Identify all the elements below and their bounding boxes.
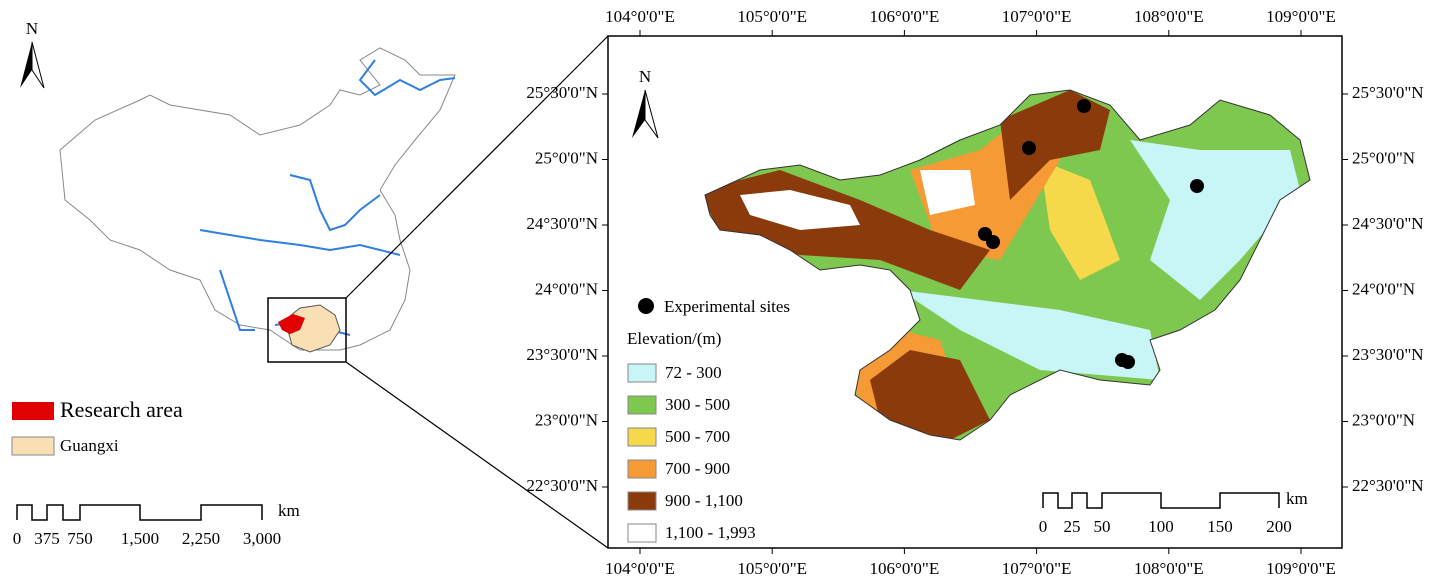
legend-label: Guangxi (60, 436, 119, 455)
scale-label: 750 (67, 529, 93, 548)
north-label: N (639, 67, 651, 86)
longitude-label: 107°0'0"E (1002, 7, 1072, 26)
scale-label: 25 (1064, 517, 1081, 536)
legend-swatch (627, 523, 657, 543)
sites-label: Experimental sites (664, 297, 790, 316)
legend-label: 500 - 700 (665, 427, 730, 446)
scale-label: 375 (34, 529, 60, 548)
longitude-label: 106°0'0"E (870, 559, 940, 578)
longitude-label: 105°0'0"E (737, 559, 807, 578)
legend-label: 300 - 500 (665, 395, 730, 414)
scale-label: 150 (1207, 517, 1233, 536)
longitude-label: 109°0'0"E (1266, 7, 1336, 26)
scale-unit: km (278, 501, 300, 520)
detail-map: N Experimental sites Elevation/(m) km (607, 35, 1343, 549)
longitude-label: 106°0'0"E (870, 7, 940, 26)
elevation-title: Elevation/(m) (627, 329, 721, 348)
research-area (278, 314, 305, 334)
legend-label: Research area (60, 397, 183, 422)
scale-label: 2,250 (182, 529, 220, 548)
scale-label: 1,500 (121, 529, 159, 548)
overview-map: N Research area Guangxi km (11, 19, 609, 549)
latitude-label: 25°0'0"N (1352, 148, 1415, 167)
latitude-label: 25°30'0"N (526, 83, 598, 102)
legend-swatch (627, 395, 657, 415)
china-outline (59, 47, 456, 351)
longitude-label: 104°0'0"E (605, 559, 675, 578)
latitude-label: 24°30'0"N (1352, 214, 1424, 233)
latitude-label: 22°30'0"N (1352, 476, 1424, 495)
latitude-label: 24°30'0"N (526, 214, 598, 233)
latitude-label: 23°0'0"N (1352, 410, 1415, 429)
legend-swatch (627, 363, 657, 383)
latitude-label: 24°0'0"N (535, 279, 598, 298)
longitude-label: 108°0'0"E (1134, 7, 1204, 26)
latitude-label: 23°30'0"N (1352, 345, 1424, 364)
longitude-label: 108°0'0"E (1134, 559, 1204, 578)
scale-label: 200 (1266, 517, 1292, 536)
legend-label: 900 - 1,100 (665, 491, 743, 510)
latitude-label: 23°30'0"N (526, 345, 598, 364)
longitude-label: 105°0'0"E (737, 7, 807, 26)
latitude-label: 24°0'0"N (1352, 279, 1415, 298)
legend-label: 72 - 300 (665, 363, 722, 382)
longitude-label: 109°0'0"E (1266, 559, 1336, 578)
latitude-label: 23°0'0"N (535, 410, 598, 429)
scale-label: 100 (1148, 517, 1174, 536)
legend-swatch (627, 491, 657, 511)
north-label: N (26, 19, 38, 38)
experimental-sites (978, 99, 1204, 369)
latitude-label: 22°30'0"N (526, 476, 598, 495)
longitude-label: 107°0'0"E (1002, 559, 1072, 578)
legend-swatch (627, 459, 657, 479)
scale-label: 0 (1039, 517, 1048, 536)
scale-label: 3,000 (243, 529, 281, 548)
scale-unit: km (1286, 489, 1308, 508)
latitude-label: 25°0'0"N (535, 148, 598, 167)
legend-label: 700 - 900 (665, 459, 730, 478)
scale-label: 0 (13, 529, 22, 548)
legend-swatch (627, 427, 657, 447)
longitude-label: 104°0'0"E (605, 7, 675, 26)
latitude-label: 25°30'0"N (1352, 83, 1424, 102)
scale-label: 50 (1094, 517, 1111, 536)
legend-label: 1,100 - 1,993 (665, 523, 756, 542)
